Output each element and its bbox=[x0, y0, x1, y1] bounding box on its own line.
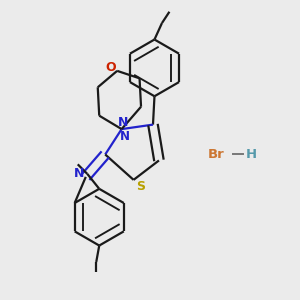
Text: N: N bbox=[120, 130, 130, 143]
Text: N: N bbox=[118, 116, 128, 129]
Text: N: N bbox=[74, 167, 84, 180]
Text: O: O bbox=[105, 61, 116, 74]
Text: Br: Br bbox=[207, 148, 224, 161]
Text: H: H bbox=[246, 148, 257, 161]
Text: S: S bbox=[136, 180, 145, 193]
